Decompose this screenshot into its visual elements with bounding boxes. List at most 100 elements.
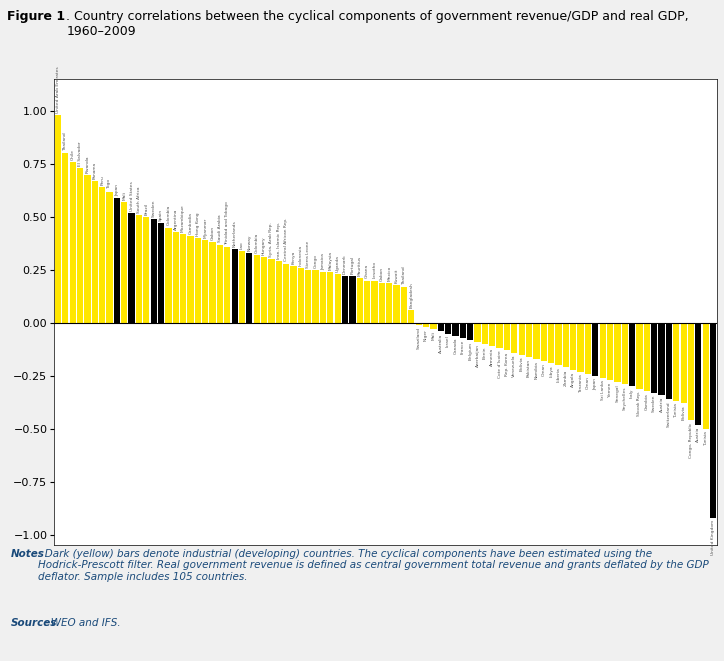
Bar	[239, 251, 245, 323]
Text: Bangladesh: Bangladesh	[409, 282, 413, 308]
Bar	[452, 323, 458, 336]
Bar	[379, 283, 385, 323]
Bar	[518, 323, 525, 355]
Text: Oman: Oman	[542, 363, 546, 376]
Text: Austria: Austria	[696, 427, 700, 442]
Text: Israel: Israel	[446, 336, 450, 348]
Text: Notes: Notes	[11, 549, 45, 559]
Bar	[158, 223, 164, 323]
Text: United Arab Emirates: United Arab Emirates	[56, 67, 60, 113]
Bar	[489, 323, 495, 346]
Bar	[216, 245, 223, 323]
Text: Central African Rep.: Central African Rep.	[284, 218, 288, 262]
Bar	[636, 323, 643, 389]
Text: Benin: Benin	[483, 346, 487, 359]
Bar	[334, 274, 341, 323]
Text: Sweden: Sweden	[151, 200, 156, 217]
Bar	[548, 323, 555, 363]
Text: Kuwait: Kuwait	[395, 268, 399, 283]
Bar	[121, 202, 127, 323]
Bar	[614, 323, 620, 382]
Text: Denmark: Denmark	[343, 254, 347, 274]
Text: Niger: Niger	[424, 329, 428, 341]
Bar	[246, 253, 253, 323]
Bar	[592, 323, 599, 376]
Bar	[445, 323, 451, 334]
Bar	[349, 276, 355, 323]
Text: Togo: Togo	[107, 180, 111, 190]
Bar	[106, 192, 113, 323]
Text: Belgium: Belgium	[468, 342, 472, 360]
Text: Tunisia: Tunisia	[704, 431, 708, 446]
Text: Congo, Republic: Congo, Republic	[689, 422, 693, 457]
Text: Rwanda: Rwanda	[85, 155, 90, 173]
Text: Norway: Norway	[248, 235, 251, 251]
Text: Venezuela: Venezuela	[513, 355, 516, 377]
Bar	[467, 323, 473, 340]
Text: Senegal: Senegal	[615, 384, 620, 402]
Text: Malaysia: Malaysia	[328, 251, 332, 270]
Text: Australia: Australia	[439, 334, 443, 353]
Text: Sierra Leone: Sierra Leone	[306, 241, 311, 268]
Bar	[658, 323, 665, 395]
Text: Figure 1: Figure 1	[7, 10, 65, 22]
Bar	[327, 272, 334, 323]
Bar	[511, 323, 518, 352]
Text: Armenia: Armenia	[490, 348, 494, 366]
Bar	[70, 162, 76, 323]
Bar	[313, 270, 319, 323]
Text: Azerbaijan: Azerbaijan	[476, 344, 479, 367]
Text: Cambodia: Cambodia	[188, 212, 193, 234]
Text: Iran, Islamic Rep.: Iran, Islamic Rep.	[277, 222, 281, 259]
Text: Libya: Libya	[549, 366, 553, 377]
Text: . Country correlations between the cyclical components of government revenue/GDP: . Country correlations between the cycli…	[66, 10, 689, 38]
Text: Tanzania: Tanzania	[578, 373, 583, 393]
Bar	[534, 323, 539, 359]
Bar	[408, 310, 414, 323]
Text: : WEO and IFS.: : WEO and IFS.	[43, 618, 120, 629]
Bar	[497, 323, 502, 348]
Bar	[357, 278, 363, 323]
Text: Sweden: Sweden	[652, 395, 656, 412]
Text: El Salvador: El Salvador	[78, 141, 82, 166]
Text: Sources: Sources	[11, 618, 57, 629]
Bar	[563, 323, 569, 368]
Text: Canada: Canada	[453, 338, 458, 354]
Bar	[681, 323, 687, 403]
Text: Bolivia: Bolivia	[681, 406, 686, 420]
Text: Panama: Panama	[93, 162, 97, 179]
Text: Portugal: Portugal	[350, 256, 355, 274]
Bar	[437, 323, 444, 331]
Text: Oman: Oman	[586, 376, 590, 389]
Text: Mali: Mali	[122, 191, 126, 200]
Text: Gabon: Gabon	[380, 266, 384, 280]
Text: Lao: Lao	[240, 241, 244, 249]
Text: Uganda: Uganda	[336, 255, 340, 272]
Text: Yemen: Yemen	[608, 382, 612, 397]
Bar	[151, 219, 157, 323]
Text: Pakistan: Pakistan	[527, 359, 531, 377]
Text: Congo: Congo	[313, 254, 318, 268]
Text: Mauritius: Mauritius	[358, 256, 362, 276]
Bar	[172, 232, 179, 323]
Bar	[128, 213, 135, 323]
Bar	[195, 238, 201, 323]
Text: Cote d'Ivoire: Cote d'Ivoire	[497, 350, 502, 378]
Bar	[202, 241, 209, 323]
Text: Kenya: Kenya	[292, 251, 295, 264]
Text: Switzerland: Switzerland	[667, 401, 671, 427]
Text: Saudi Arabia: Saudi Arabia	[218, 215, 222, 243]
Text: Colombia: Colombia	[167, 205, 170, 225]
Bar	[695, 323, 702, 424]
Text: Italy: Italy	[630, 389, 634, 398]
Text: Thailand: Thailand	[402, 266, 406, 285]
Bar	[423, 323, 429, 327]
Text: Sri Lanka: Sri Lanka	[601, 380, 605, 400]
Bar	[504, 323, 510, 350]
Text: Gambia: Gambia	[645, 393, 649, 410]
Text: United States: United States	[130, 181, 134, 211]
Text: Mozambique: Mozambique	[181, 204, 185, 232]
Bar	[114, 198, 120, 323]
Bar	[474, 323, 481, 342]
Text: Hungary: Hungary	[262, 237, 266, 255]
